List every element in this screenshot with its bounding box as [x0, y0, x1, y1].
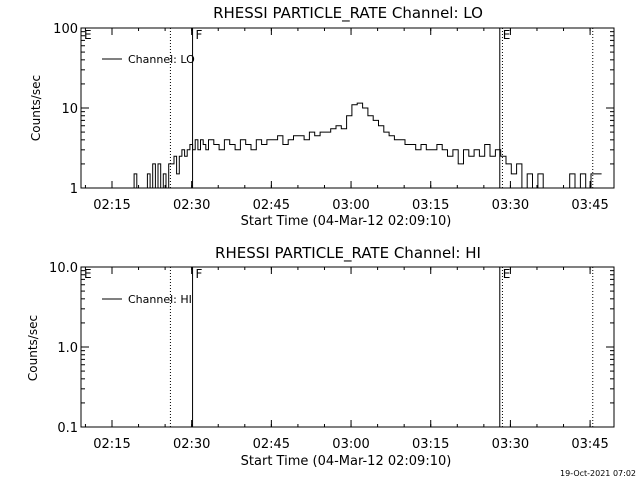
- x-tick-label: 03:00: [332, 437, 369, 452]
- x-axis-label: Start Time (04-Mar-12 02:09:10): [241, 454, 452, 469]
- y-axis-label: Counts/sec: [26, 315, 40, 381]
- plot-frame: [80, 266, 615, 428]
- footer-timestamp: 19-Oct-2021 07:02: [560, 469, 636, 478]
- chart-title: RHESSI PARTICLE_RATE Channel: HI: [215, 244, 481, 263]
- time-marker-label: F: [196, 267, 203, 281]
- series-lines: [131, 102, 602, 189]
- x-tick-label: 03:15: [412, 437, 449, 452]
- legend-entry: Channel: HI: [128, 293, 192, 306]
- time-marker-label: E: [84, 28, 92, 42]
- y-tick-label: 10.0: [49, 261, 78, 276]
- x-tick-label: 03:30: [492, 437, 529, 452]
- axis-ticks: 02:15 02:30 02:45 03:00 03:15 03:30 03:45 0.1 1.…: [49, 261, 614, 452]
- lo-channel-panel: RHESSI PARTICLE_RATE Channel: LO Counts/…: [29, 4, 615, 229]
- x-tick-label: 02:15: [93, 437, 130, 452]
- x-tick-label: 03:45: [571, 437, 608, 452]
- y-tick-label: 10: [61, 102, 78, 117]
- time-marker-label: E: [503, 28, 511, 42]
- x-tick-label: 03:45: [571, 198, 608, 213]
- time-marker-label: E: [503, 267, 511, 281]
- y-tick-label: 0.1: [57, 421, 78, 436]
- legend: Channel: HI: [102, 293, 192, 306]
- x-tick-label: 03:00: [332, 198, 369, 213]
- chart-title: RHESSI PARTICLE_RATE Channel: LO: [213, 4, 483, 23]
- y-axis-label: Counts/sec: [29, 75, 43, 141]
- y-tick-label: 1.0: [57, 341, 78, 356]
- legend: Channel: LO: [102, 53, 195, 66]
- x-tick-label: 02:45: [253, 198, 290, 213]
- x-tick-label: 03:15: [412, 198, 449, 213]
- x-tick-label: 02:30: [173, 198, 210, 213]
- hi-channel-panel: RHESSI PARTICLE_RATE Channel: HI Counts/…: [26, 244, 615, 469]
- x-tick-label: 02:45: [253, 437, 290, 452]
- time-marker-label: E: [84, 267, 92, 281]
- x-axis-label: Start Time (04-Mar-12 02:09:10): [241, 214, 452, 229]
- series-line-0: [131, 102, 602, 189]
- legend-entry: Channel: LO: [128, 53, 195, 66]
- x-tick-label: 02:15: [93, 198, 130, 213]
- axis-ticks: 02:15 02:30 02:45 03:00 03:15 03:30 03:45 1 10 10…: [53, 22, 614, 213]
- x-tick-label: 02:30: [173, 437, 210, 452]
- y-tick-label: 1: [70, 182, 78, 197]
- time-marker-label: F: [196, 28, 203, 42]
- x-tick-label: 03:30: [492, 198, 529, 213]
- y-tick-label: 100: [53, 22, 78, 37]
